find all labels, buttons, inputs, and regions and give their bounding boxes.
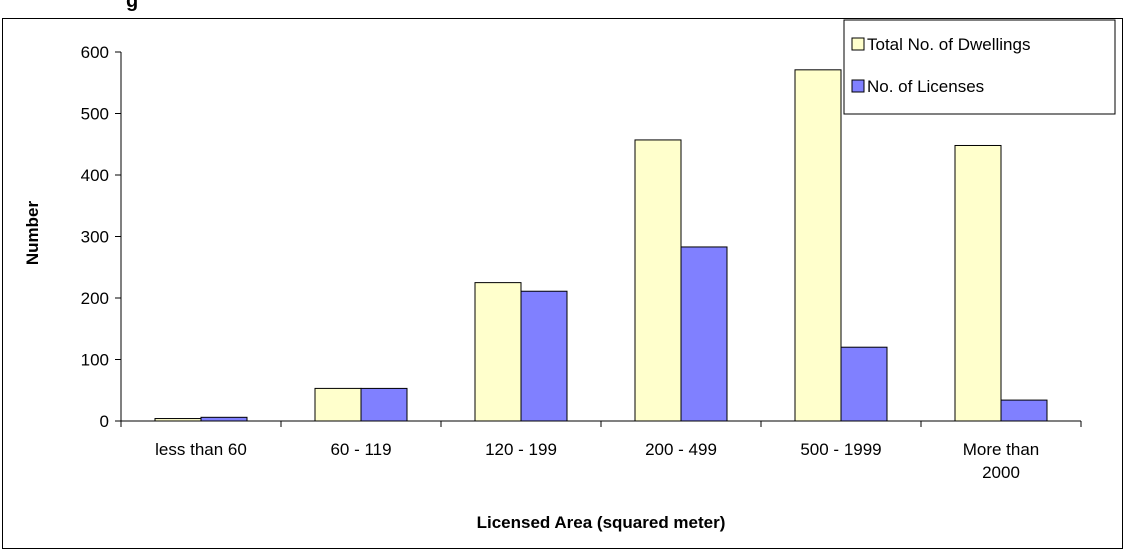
- y-tick-label: 100: [81, 351, 109, 370]
- x-tick-label-line: 2000: [982, 463, 1020, 482]
- y-tick-label: 300: [81, 228, 109, 247]
- bars: [154, 69, 1048, 422]
- y-tick-label: 500: [81, 105, 109, 124]
- bar-licenses: [1000, 399, 1048, 422]
- bar-licenses: [840, 346, 888, 422]
- x-tick-label-line: More than: [963, 440, 1040, 459]
- x-tick-label-line: 120 - 199: [485, 440, 557, 459]
- legend: Total No. of Dwellings No. of Licenses: [843, 19, 1116, 115]
- legend-label: Total No. of Dwellings: [867, 35, 1030, 54]
- bar-dwellings: [954, 144, 1002, 422]
- legend-swatch: [851, 79, 865, 93]
- x-tick-label-line: 60 - 119: [330, 440, 391, 459]
- x-axis-title: Licensed Area (squared meter): [477, 513, 726, 532]
- x-tick-label-line: less than 60: [155, 440, 247, 459]
- bar-dwellings: [314, 387, 362, 422]
- x-tick-label-line: 200 - 499: [645, 440, 717, 459]
- bar-licenses: [200, 416, 248, 422]
- legend-label: No. of Licenses: [867, 77, 984, 96]
- bar-dwellings: [794, 69, 842, 422]
- x-tick-label: 200 - 499: [645, 440, 717, 459]
- x-tick-label: 60 - 119: [330, 440, 391, 459]
- y-tick-label: 0: [100, 412, 109, 431]
- x-tick-label: less than 60: [155, 440, 247, 459]
- bar-licenses: [520, 290, 568, 422]
- x-tick-label: More than 2000: [963, 440, 1040, 482]
- bar-licenses: [680, 246, 728, 422]
- legend-box: [843, 19, 1116, 115]
- x-tick-label: 120 - 199: [485, 440, 557, 459]
- y-tick-label: 400: [81, 166, 109, 185]
- x-axis: less than 60 60 - 119 120 - 199 200 - 499 50…: [120, 420, 1082, 482]
- y-axis: 0 100 200 300 400 500 600: [81, 43, 122, 431]
- x-tick-label-line: 500 - 1999: [800, 440, 881, 459]
- bar-licenses: [360, 387, 408, 422]
- legend-swatch: [851, 37, 865, 51]
- y-tick-label: 200: [81, 289, 109, 308]
- bar-dwellings: [474, 282, 522, 422]
- bar-dwellings: [634, 139, 682, 422]
- chart-title: g: [126, 0, 139, 12]
- y-axis-title: Number: [23, 201, 42, 266]
- chart-frame: [2, 18, 1123, 549]
- x-tick-label: 500 - 1999: [800, 440, 881, 459]
- y-tick-label: 600: [81, 43, 109, 62]
